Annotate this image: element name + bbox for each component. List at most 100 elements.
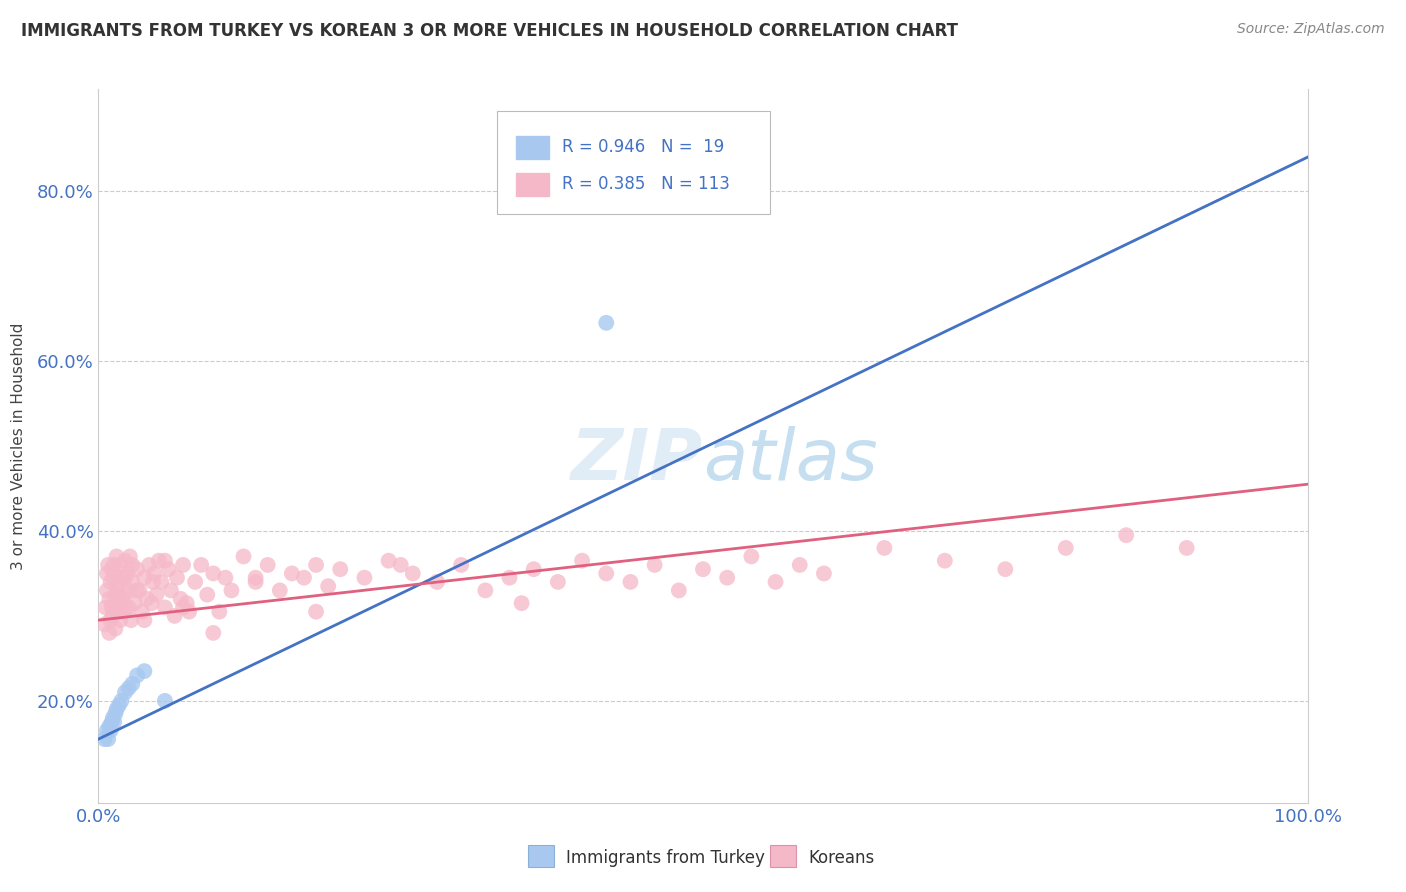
Point <box>104 588 127 602</box>
Text: Immigrants from Turkey: Immigrants from Turkey <box>567 849 765 867</box>
Point <box>112 588 135 602</box>
Point <box>127 583 149 598</box>
Point <box>195 588 218 602</box>
Point <box>100 600 122 615</box>
Point <box>214 571 236 585</box>
Point <box>108 558 131 572</box>
Text: atlas: atlas <box>703 425 877 495</box>
Text: Koreans: Koreans <box>808 849 875 867</box>
Point <box>104 622 127 636</box>
Point <box>111 591 134 606</box>
Point <box>118 549 141 564</box>
Point <box>104 605 127 619</box>
Point <box>127 562 149 576</box>
Point <box>105 579 128 593</box>
Point <box>245 571 267 585</box>
Point <box>103 715 125 730</box>
Point <box>873 541 896 555</box>
Point <box>100 723 122 738</box>
Point <box>108 698 131 712</box>
Point <box>104 706 127 721</box>
Point <box>256 558 278 572</box>
Point <box>305 605 328 619</box>
Point <box>498 571 520 585</box>
Point <box>110 694 132 708</box>
Point <box>692 562 714 576</box>
Point <box>94 600 117 615</box>
Point <box>402 566 425 581</box>
Y-axis label: 3 or more Vehicles in Household: 3 or more Vehicles in Household <box>11 322 25 570</box>
Point <box>98 591 121 606</box>
Point <box>134 613 156 627</box>
Point <box>789 558 811 572</box>
Text: IMMIGRANTS FROM TURKEY VS KOREAN 3 OR MORE VEHICLES IN HOUSEHOLD CORRELATION CHA: IMMIGRANTS FROM TURKEY VS KOREAN 3 OR MO… <box>21 22 957 40</box>
Point <box>208 605 231 619</box>
Bar <box>516 136 550 159</box>
Point <box>232 549 254 564</box>
Point <box>103 596 125 610</box>
Bar <box>769 845 796 867</box>
Point <box>118 681 141 695</box>
Point <box>619 574 641 589</box>
Point <box>100 562 122 576</box>
Point <box>644 558 666 572</box>
Point <box>97 732 120 747</box>
Point <box>547 574 569 589</box>
Point <box>202 566 225 581</box>
Point <box>813 566 835 581</box>
Point <box>329 562 352 576</box>
Point <box>108 613 131 627</box>
Point <box>510 596 533 610</box>
Point <box>153 554 176 568</box>
Point <box>740 549 762 564</box>
Point <box>100 574 122 589</box>
Text: R = 0.385   N = 113: R = 0.385 N = 113 <box>561 175 730 193</box>
Point <box>169 591 191 606</box>
Point <box>118 600 141 615</box>
Point <box>98 719 121 733</box>
Point <box>184 574 207 589</box>
Point <box>143 566 166 581</box>
Point <box>93 732 115 747</box>
Point <box>101 571 124 585</box>
Point <box>96 583 118 598</box>
Point <box>281 566 304 581</box>
Point <box>176 596 198 610</box>
Point <box>172 600 194 615</box>
Point <box>1054 541 1077 555</box>
Point <box>148 554 170 568</box>
Point <box>103 558 125 572</box>
Point <box>153 600 176 615</box>
Point <box>93 617 115 632</box>
Point <box>141 596 163 610</box>
Point <box>377 554 399 568</box>
Point <box>523 562 546 576</box>
Point <box>150 574 173 589</box>
Bar <box>516 173 550 196</box>
Point <box>221 583 243 598</box>
Point <box>101 600 124 615</box>
Point <box>474 583 496 598</box>
Point <box>163 608 186 623</box>
Text: R = 0.946   N =  19: R = 0.946 N = 19 <box>561 138 724 156</box>
Point <box>97 558 120 572</box>
Point <box>105 702 128 716</box>
Point <box>316 579 339 593</box>
Bar <box>527 845 554 867</box>
Point <box>1115 528 1137 542</box>
Point <box>114 571 136 585</box>
Point <box>716 571 738 585</box>
Point <box>121 558 143 572</box>
Point <box>190 558 212 572</box>
Point <box>934 554 956 568</box>
Point <box>100 613 122 627</box>
Point <box>153 694 176 708</box>
Point <box>426 574 449 589</box>
Point <box>108 574 131 589</box>
Point <box>668 583 690 598</box>
Point <box>134 571 156 585</box>
Point <box>166 571 188 585</box>
Point <box>353 571 375 585</box>
Point <box>124 596 146 610</box>
Point <box>131 605 153 619</box>
